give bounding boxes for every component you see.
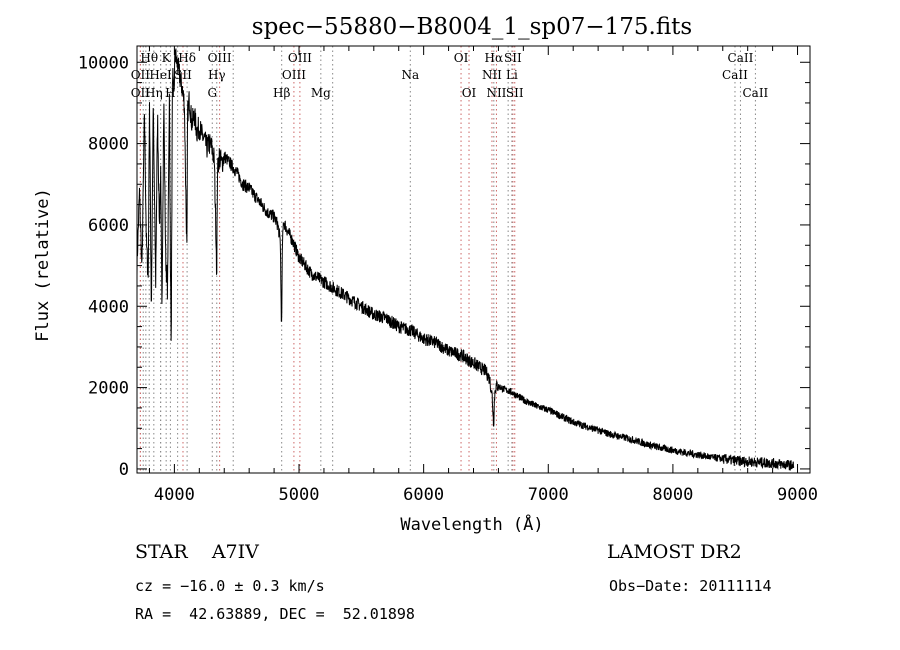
ra-dec-coordinates: RA = 42.63889, DEC = 52.01898 (135, 605, 415, 623)
line-marker-label-12: Hγ (208, 68, 226, 82)
redshift-cz: cz = −16.0 ± 0.3 km/s (135, 577, 325, 595)
x-tick-label: 8000 (652, 485, 693, 505)
object-class: STAR A7IV (135, 541, 259, 563)
y-axis-label: Flux (relative) (33, 188, 53, 342)
line-marker-label-9: OII (131, 68, 151, 82)
spectrum-line (136, 48, 795, 471)
line-marker-label-27: CaII (742, 86, 768, 100)
y-axis-ticks: 0 2000 4000 6000 8000 10000 (78, 53, 810, 480)
line-marker-label-0: Hθ (140, 51, 158, 65)
y-tick-label: 2000 (88, 379, 129, 399)
line-marker-label-20: H (165, 86, 175, 100)
x-tick-label: 9000 (777, 485, 818, 505)
x-tick-label: 5000 (279, 485, 320, 505)
x-axis-ticks: 4000 5000 6000 7000 8000 9000 (148, 46, 818, 505)
line-marker-label-15: NII (482, 68, 502, 82)
chart-title: spec−55880−B8004_1_sp07−175.fits (252, 14, 692, 40)
x-tick-label: 4000 (154, 485, 195, 505)
line-marker-label-26: SII (506, 86, 524, 100)
y-tick-label: 0 (119, 460, 129, 480)
x-tick-label: 7000 (528, 485, 569, 505)
line-marker-label-25: NII (486, 86, 506, 100)
line-marker-label-19: Hη (145, 86, 163, 100)
line-marker-label-4: OIII (288, 51, 312, 65)
line-marker-label-24: OI (462, 86, 477, 100)
x-axis-label: Wavelength (Å) (400, 513, 543, 535)
y-tick-label: 4000 (88, 297, 129, 317)
y-tick-label: 8000 (88, 135, 129, 155)
y-tick-label: 10000 (78, 53, 129, 73)
line-marker-label-7: SII (504, 51, 522, 65)
y-tick-label: 6000 (88, 216, 129, 236)
line-marker-label-14: Na (401, 68, 419, 82)
line-marker-label-10: HeI (149, 68, 172, 82)
line-marker-label-18: OII (131, 86, 151, 100)
line-marker-label-22: Hβ (273, 86, 290, 100)
line-marker-label-6: Hα (485, 51, 504, 65)
x-tick-label: 6000 (403, 485, 444, 505)
line-marker-label-13: OIII (282, 68, 306, 82)
line-marker-label-8: CaII (728, 51, 754, 65)
line-marker-label-21: G (207, 86, 217, 100)
line-marker-label-2: Hδ (178, 51, 196, 65)
line-marker-label-5: OI (454, 51, 469, 65)
plot-frame (136, 45, 811, 474)
line-marker-label-11: SII (174, 68, 192, 82)
line-marker-label-16: Li (506, 68, 518, 82)
line-markers (139, 46, 756, 473)
survey-name: LAMOST DR2 (607, 541, 742, 563)
line-marker-label-17: CaII (722, 68, 748, 82)
line-marker-label-3: OIII (208, 51, 232, 65)
line-marker-label-1: K (162, 51, 172, 65)
line-marker-label-23: Mg (311, 86, 331, 100)
observation-date: Obs−Date: 20111114 (609, 577, 772, 595)
